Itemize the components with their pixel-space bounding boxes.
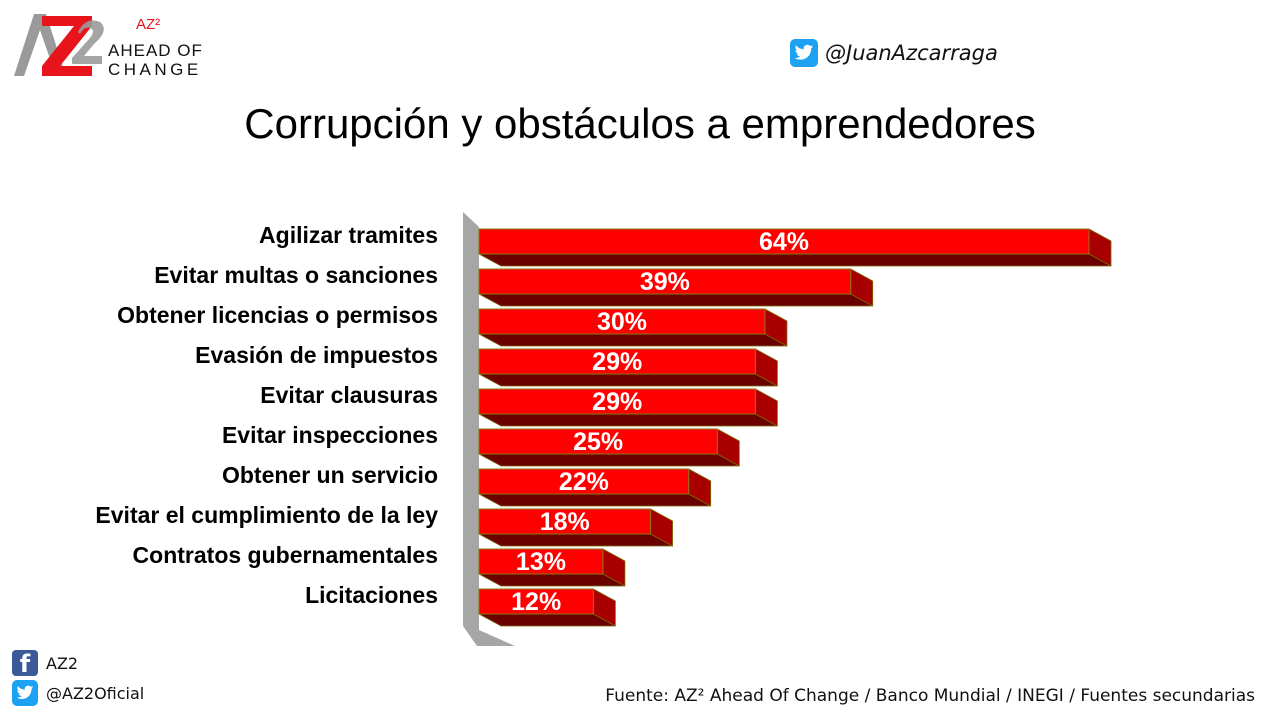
bar-value-label: 29% (592, 388, 642, 416)
bar-group: 12% (478, 588, 616, 627)
bar-group: 64% (478, 228, 1112, 267)
chart-back-wall (463, 212, 515, 646)
az2-logo: AZ² AHEAD OF CHANGE (12, 10, 212, 82)
bar (478, 268, 852, 295)
category-label: Obtener licencias o permisos (117, 302, 438, 328)
bar-value-label: 12% (511, 588, 561, 616)
bar-group: 29% (478, 388, 778, 427)
source-note: Fuente: AZ² Ahead Of Change / Banco Mund… (605, 686, 1255, 706)
bar-group: 18% (478, 508, 673, 547)
twitter-link[interactable]: @AZ2Oficial (12, 680, 144, 706)
category-label: Evitar inspecciones (222, 422, 438, 448)
bar (478, 228, 1090, 255)
category-label: Obtener un servicio (222, 462, 438, 488)
bar (478, 508, 652, 535)
bar (478, 588, 594, 615)
bar-group: 30% (478, 308, 788, 347)
facebook-link[interactable]: f AZ2 (12, 650, 78, 676)
bar-value-label: 22% (559, 468, 609, 496)
category-label: Evitar el cumplimiento de la ley (95, 502, 438, 528)
bar-group: 13% (478, 548, 626, 587)
bar-group: 39% (478, 268, 874, 307)
logo-superscript: AZ² (136, 16, 161, 33)
bar-group: 25% (478, 428, 740, 467)
bar-value-label: 25% (573, 428, 623, 456)
az2-logo-mark-icon (14, 14, 104, 76)
category-label: Contratos gubernamentales (133, 542, 438, 568)
bar-value-label: 64% (759, 228, 809, 256)
facebook-label: AZ2 (46, 653, 79, 673)
bar-value-label: 13% (516, 548, 566, 576)
bar (478, 468, 690, 495)
category-label: Evitar multas o sanciones (154, 262, 438, 288)
logo-line1: AHEAD OF (108, 41, 203, 60)
twitter-handle-text: @JuanAzcarraga (825, 41, 998, 65)
bar (478, 548, 604, 575)
logo-line2: CHANGE (108, 60, 202, 79)
bar (478, 388, 756, 415)
bar-value-label: 18% (540, 508, 590, 536)
category-label: Evasión de impuestos (195, 342, 438, 368)
bar-value-label: 30% (597, 308, 647, 336)
bar (478, 348, 756, 375)
twitter-handle-top[interactable]: @JuanAzcarraga (790, 38, 998, 68)
bar-value-label: 39% (640, 268, 690, 296)
category-label: Licitaciones (305, 582, 438, 608)
bar-value-label: 29% (592, 348, 642, 376)
twitter-bird-icon (12, 680, 38, 706)
bar-group: 29% (478, 348, 778, 387)
chart-title: Corrupción y obstáculos a emprendedores (244, 100, 1036, 147)
bar (478, 308, 766, 335)
bar-chart: 64% 39% 30% 29% 29% 25% 22% 18% 13% 12% Agilizar … (95, 212, 1112, 646)
category-label: Agilizar tramites (259, 222, 438, 248)
twitter-bird-icon (790, 39, 818, 67)
bar (478, 428, 718, 455)
twitter-label: @AZ2Oficial (46, 683, 145, 703)
bar-group: 22% (478, 468, 712, 507)
facebook-icon: f (12, 650, 38, 676)
category-label: Evitar clausuras (260, 382, 438, 408)
